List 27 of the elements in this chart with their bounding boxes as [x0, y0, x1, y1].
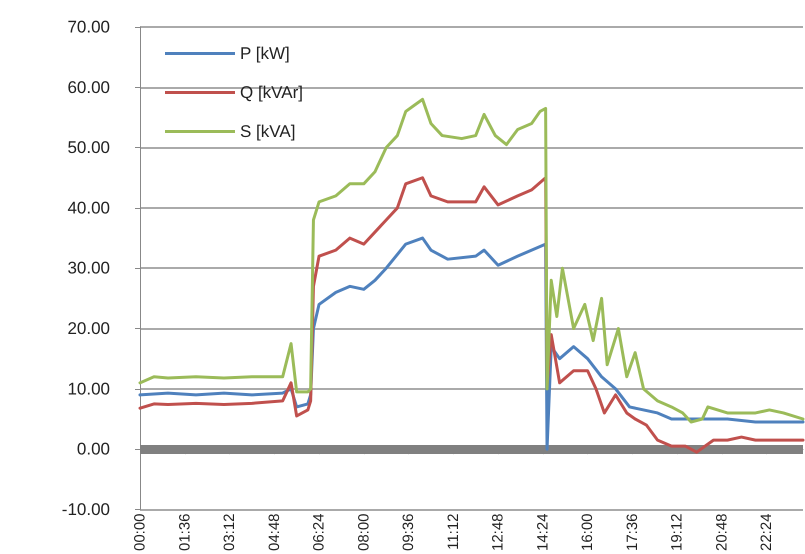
x-tick-label: 20:48 — [713, 513, 730, 552]
legend-label: S [kVA] — [240, 122, 296, 141]
legend-label: Q [kVAr] — [240, 83, 303, 102]
y-tick-label: 50.00 — [67, 138, 110, 158]
x-tick-label: 01:36 — [176, 513, 194, 552]
legend-label: P [kW] — [240, 44, 290, 63]
y-tick-label: 60.00 — [67, 78, 110, 97]
y-tick-label: -10.00 — [62, 500, 110, 519]
x-tick-label: 08:00 — [355, 513, 372, 552]
x-tick-label: 04:48 — [266, 513, 283, 552]
x-tick-label: 11:12 — [444, 513, 462, 550]
x-tick-label: 06:24 — [310, 513, 328, 552]
y-tick-label: 10.00 — [67, 379, 110, 398]
x-tick-label: 12:48 — [490, 513, 507, 552]
y-tick-label: 40.00 — [67, 198, 110, 218]
y-tick-label: 70.00 — [67, 18, 110, 36]
x-tick-label: 14:24 — [534, 513, 552, 552]
y-tick-label: 30.00 — [67, 258, 110, 278]
y-tick-label: 20.00 — [67, 319, 110, 338]
x-tick-label: 16:00 — [579, 513, 596, 552]
x-tick-label: 17:36 — [624, 513, 641, 552]
y-tick-label: 0.00 — [76, 440, 110, 459]
x-tick-label: 19:12 — [668, 513, 686, 552]
x-tick-label: 22:24 — [758, 513, 776, 552]
x-tick-label: 00:00 — [132, 513, 148, 552]
x-tick-label: 09:36 — [400, 513, 418, 552]
x-tick-label: 03:12 — [221, 513, 238, 552]
